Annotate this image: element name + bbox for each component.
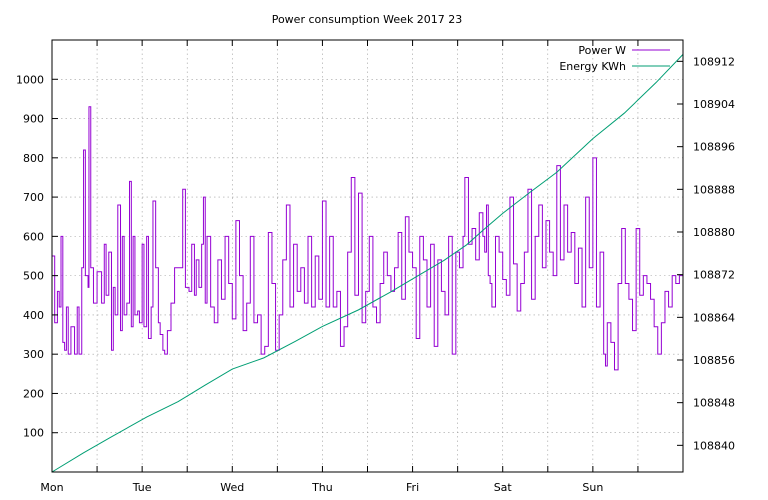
- left-y-axis: 100 200 300 400 500 600 700 800 900 1000: [16, 73, 44, 439]
- right-tick-label: 108912: [693, 55, 735, 68]
- left-tick-label: 600: [23, 230, 44, 243]
- left-tick-label: 500: [23, 270, 44, 283]
- x-tick-label: Mon: [40, 481, 63, 494]
- grid-lines: [52, 40, 683, 472]
- x-tick-label: Sat: [494, 481, 513, 494]
- left-tick-label: 1000: [16, 73, 44, 86]
- right-tick-label: 108848: [693, 397, 735, 410]
- right-tick-label: 108888: [693, 183, 735, 196]
- left-tick-label: 800: [23, 152, 44, 165]
- left-tick-label: 200: [23, 387, 44, 400]
- series-line: [52, 106, 683, 371]
- legend: Power W Energy KWh: [559, 44, 670, 73]
- right-tick-label: 108904: [693, 98, 735, 111]
- legend-label: Energy KWh: [559, 60, 626, 73]
- right-tick-label: 108880: [693, 226, 735, 239]
- chart-title: Power consumption Week 2017 23: [272, 13, 463, 26]
- axis-ticks: [51, 40, 684, 472]
- series-layer: [51, 54, 684, 473]
- left-tick-label: 700: [23, 191, 44, 204]
- x-axis: Mon Tue Wed Thu Fri Sat Sun: [40, 481, 603, 494]
- right-tick-label: 108864: [693, 311, 735, 324]
- right-tick-label: 108872: [693, 269, 735, 282]
- x-tick-label: Tue: [132, 481, 152, 494]
- x-tick-label: Wed: [220, 481, 244, 494]
- left-tick-label: 100: [23, 427, 44, 440]
- x-tick-label: Fri: [406, 481, 419, 494]
- right-y-axis: 108840 108848 108856 108864 108872 108880 1088…: [693, 55, 735, 452]
- left-tick-label: 300: [23, 348, 44, 361]
- series-line: [51, 54, 684, 473]
- x-tick-label: Thu: [311, 481, 333, 494]
- right-tick-label: 108840: [693, 439, 735, 452]
- legend-label: Power W: [578, 44, 626, 57]
- left-tick-label: 400: [23, 309, 44, 322]
- x-tick-label: Sun: [582, 481, 603, 494]
- right-tick-label: 108856: [693, 354, 735, 367]
- left-tick-label: 900: [23, 113, 44, 126]
- right-tick-label: 108896: [693, 141, 735, 154]
